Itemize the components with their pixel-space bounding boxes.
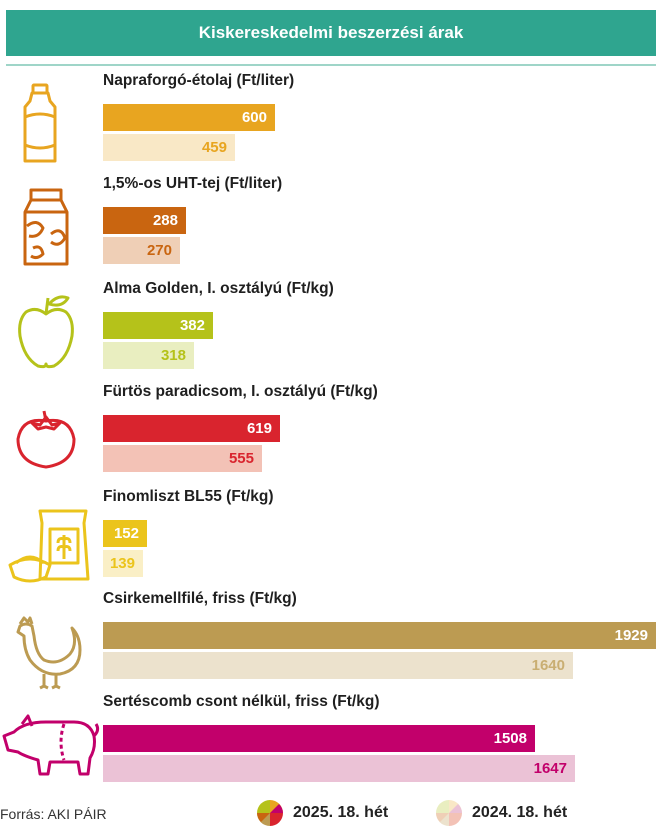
current-value-label: 152: [113, 525, 139, 542]
category-label: Finomliszt BL55 (Ft/kg): [103, 488, 274, 505]
current-bar: 600: [103, 104, 275, 131]
previous-bar: 270: [103, 237, 180, 264]
previous-bar: 318: [103, 342, 194, 369]
previous-bar: 1647: [103, 755, 575, 782]
current-bar: 288: [103, 207, 186, 234]
previous-bar: 139: [103, 550, 143, 577]
previous-value-label: 555: [228, 450, 254, 467]
current-bar: 152: [103, 520, 147, 547]
current-value-label: 1929: [614, 627, 648, 644]
oil-bottle-icon: [23, 83, 57, 163]
previous-bar: 1640: [103, 652, 573, 679]
previous-value-label: 1647: [533, 760, 567, 777]
legend-item-current: 2025. 18. hét: [257, 800, 388, 826]
flour-icon: [8, 509, 90, 583]
current-value-label: 382: [179, 317, 205, 334]
pig-icon: [2, 714, 100, 776]
previous-value-label: 459: [201, 139, 227, 156]
current-value-label: 1508: [493, 730, 527, 747]
category-label: Sertéscomb csont nélkül, friss (Ft/kg): [103, 693, 380, 710]
current-bar: 1508: [103, 725, 535, 752]
previous-bar: 459: [103, 134, 235, 161]
header-divider: [6, 64, 656, 66]
legend-previous-label: 2024. 18. hét: [472, 804, 568, 821]
legend-item-previous: 2024. 18. hét: [436, 800, 567, 826]
current-value-label: 288: [152, 212, 178, 229]
current-bar: 619: [103, 415, 280, 442]
tomato-icon: [16, 410, 76, 469]
previous-value-label: 270: [146, 242, 172, 259]
previous-value-label: 1640: [531, 657, 565, 674]
category-label: Fürtös paradicsom, I. osztályú (Ft/kg): [103, 383, 378, 400]
category-label: 1,5%-os UHT-tej (Ft/liter): [103, 175, 283, 192]
chart-title: Kiskereskedelmi beszerzési árak: [6, 10, 656, 56]
current-value-label: 619: [246, 420, 272, 437]
apple-icon: [18, 295, 74, 369]
legend-current-icon: [257, 800, 283, 826]
chicken-icon: [16, 616, 82, 690]
current-bar: 1929: [103, 622, 656, 649]
current-bar: 382: [103, 312, 213, 339]
milk-carton-icon: [23, 188, 69, 266]
previous-value-label: 139: [109, 555, 135, 572]
source-note: Forrás: AKI PÁIR: [0, 806, 107, 822]
category-label: Napraforgó-étolaj (Ft/liter): [103, 72, 295, 89]
current-value-label: 600: [241, 109, 267, 126]
category-label: Alma Golden, I. osztályú (Ft/kg): [103, 280, 334, 297]
previous-value-label: 318: [160, 347, 186, 364]
legend-current-label: 2025. 18. hét: [293, 804, 389, 821]
legend-previous-icon: [436, 800, 462, 826]
previous-bar: 555: [103, 445, 262, 472]
category-label: Csirkemellfilé, friss (Ft/kg): [103, 590, 297, 607]
